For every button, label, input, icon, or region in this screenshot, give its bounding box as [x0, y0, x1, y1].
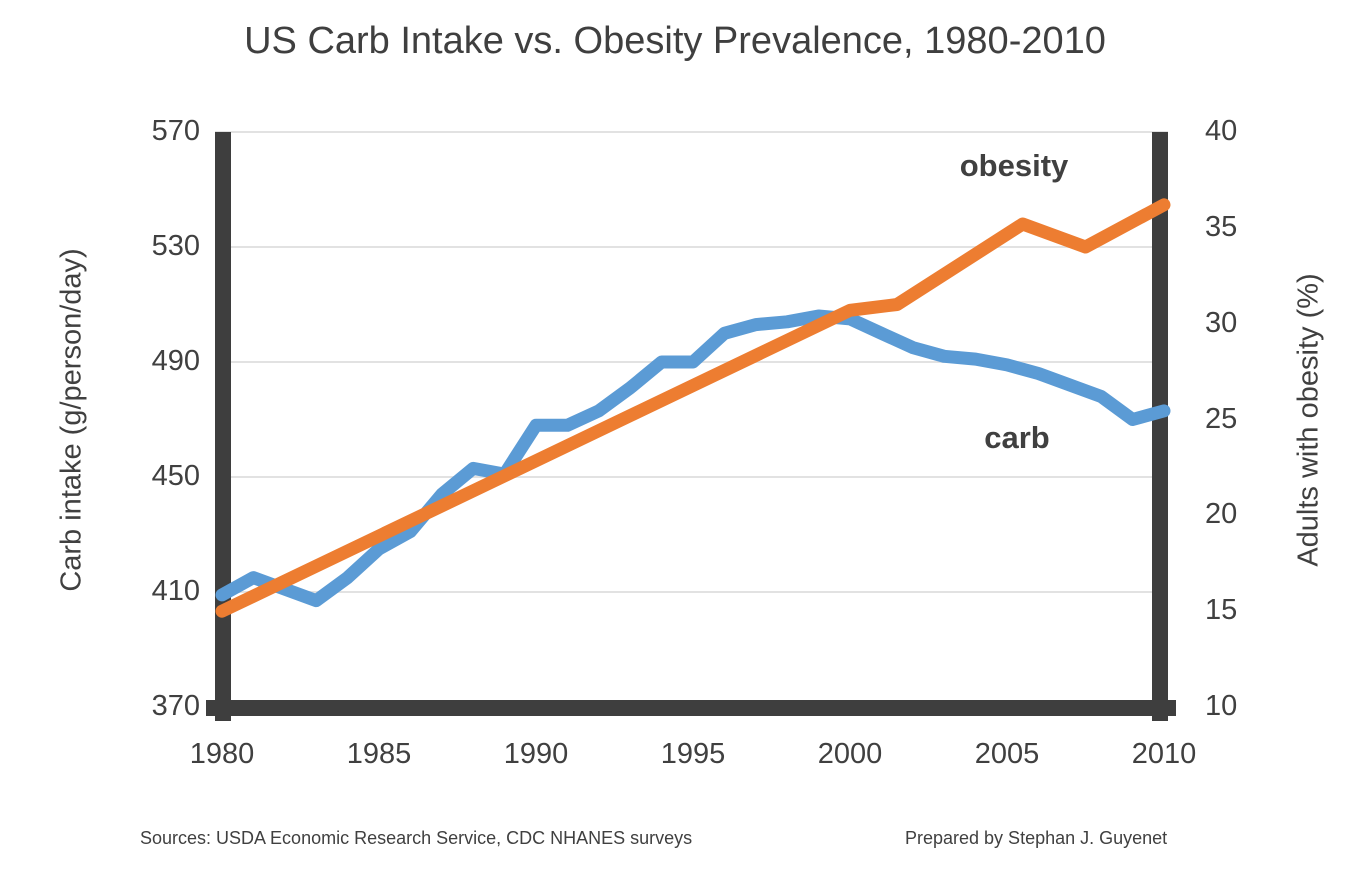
right-axis-tick: 15	[1205, 594, 1238, 627]
x-axis-tick: 1990	[503, 738, 569, 770]
x-axis-tick: 1980	[189, 738, 255, 770]
right-axis-tick: 40	[1205, 115, 1238, 147]
left-axis-tick: 530	[151, 230, 200, 262]
right-axis-tick: 35	[1205, 210, 1238, 243]
x-axis-tick: 1985	[346, 738, 412, 770]
left-axis-tick: 410	[151, 575, 200, 607]
x-axis-tick: 2000	[817, 738, 883, 770]
x-axis-tick: 2005	[974, 738, 1040, 770]
x-axis-tick: 2010	[1131, 738, 1197, 770]
sources-note: Sources: USDA Economic Research Service,…	[140, 828, 693, 848]
credit-note: Prepared by Stephan J. Guyenet	[905, 828, 1168, 848]
right-axis-tick: 30	[1205, 306, 1238, 339]
series-line-carb	[215, 309, 1171, 608]
left-axis-tick: 490	[151, 345, 200, 377]
series-label-obesity: obesity	[959, 148, 1069, 183]
x-axis-tick: 1995	[660, 738, 726, 770]
left-axis-tick: 450	[151, 460, 200, 492]
left-axis-tick: 370	[151, 690, 200, 722]
right-axis-tick: 10	[1205, 690, 1238, 722]
series-line-obesity	[215, 198, 1171, 618]
right-axis-tick: 20	[1205, 498, 1238, 531]
right-axis-tick: 25	[1205, 402, 1238, 435]
chart-title: US Carb Intake vs. Obesity Prevalence, 1…	[244, 20, 1106, 62]
left-axis-tick: 570	[151, 115, 200, 147]
series-label-carb: carb	[984, 420, 1050, 455]
